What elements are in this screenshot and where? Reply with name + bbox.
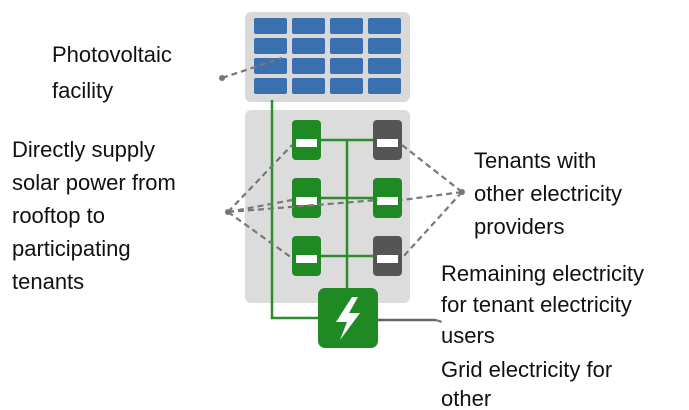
meter-display [296,255,317,263]
label-line: Tenants with [474,148,596,173]
meter-display [296,139,317,147]
meter-display [377,255,398,263]
solar-cell [330,38,363,54]
label-line: participating [12,236,131,261]
label-line: Grid electricity for [441,357,612,382]
label-line: users [441,323,495,348]
solar-cell [292,78,325,94]
label-line: providers [474,214,564,239]
solar-cell [254,58,287,74]
meter-display [377,139,398,147]
callout-dot [219,75,225,81]
callout-dot [459,189,465,195]
solar-cell [330,78,363,94]
solar-cell [368,38,401,54]
label-line: rooftop to [12,203,105,228]
label-line: other [441,386,491,410]
label-line: for tenant electricity [441,292,632,317]
label-line: facility [52,78,113,103]
solar-cell [368,78,401,94]
meter-display [377,197,398,205]
solar-cell [368,18,401,34]
solar-cell [292,58,325,74]
diagram: Photovoltaic facility Directly supply solar… [0,0,689,410]
label-line: tenants [12,269,84,294]
solar-cell [292,18,325,34]
label-line: other electricity [474,181,622,206]
solar-cell [292,38,325,54]
label-line: Photovoltaic [52,42,172,67]
solar-cell [254,78,287,94]
label-line: solar power from [12,170,176,195]
solar-cell [368,58,401,74]
label-line: Directly supply [12,137,155,162]
solar-cell [330,58,363,74]
callout-dot [225,209,231,215]
label-line: Remaining electricity [441,261,644,286]
solar-cell [330,18,363,34]
solar-cell [254,18,287,34]
meter-display [296,197,317,205]
solar-cell [254,38,287,54]
